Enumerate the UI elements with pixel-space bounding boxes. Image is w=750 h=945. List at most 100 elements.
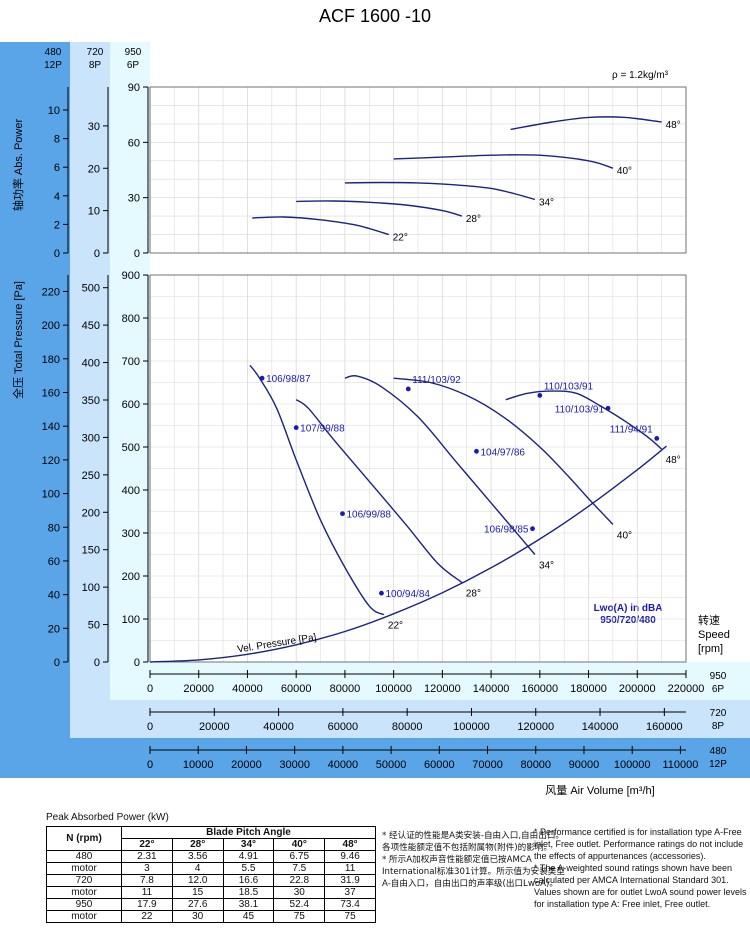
- power-tick-label: 4: [54, 191, 60, 203]
- x-tick-label: 70000: [472, 759, 503, 771]
- table-cell: 22: [121, 910, 173, 923]
- sound-point: [340, 511, 345, 517]
- table-cell: 11: [121, 886, 173, 899]
- notes-english: * Performance certified is for installat…: [534, 826, 748, 910]
- air-volume-label: 风量 Air Volume [m³/h]: [545, 784, 654, 797]
- table-angle-header: 48°: [324, 838, 376, 851]
- band-8p-bottom: [70, 700, 750, 738]
- sound-point-label: 106/99/88: [346, 510, 391, 521]
- table-row: 720 7.8 12.0 16.6 22.8 31.9: [46, 874, 376, 887]
- power-tick-label: 0: [54, 248, 60, 260]
- table-cell: 52.4: [273, 898, 326, 911]
- note-en-1: * Performance certified is for installat…: [534, 827, 744, 861]
- table-cell: 7.8: [121, 874, 173, 887]
- pressure-tick-label: 900: [122, 270, 140, 282]
- note-cn-1: * 经认证的性能是A类安装-自由入口,自由出口。各项性能额定值不包括附属物(附件…: [382, 831, 565, 853]
- lwo-label-line2: 950/720/480: [600, 615, 656, 626]
- x-tick-label: 180000: [570, 683, 607, 695]
- pressure-tick-label: 80: [48, 522, 60, 534]
- table-cell: 7.5: [273, 862, 326, 875]
- axis-poles-12p: 12P: [709, 759, 727, 770]
- table-cell: 37: [324, 886, 376, 899]
- band-12p-bottom: [0, 738, 750, 778]
- header-720-rpm: 720: [87, 47, 104, 58]
- power-curve-label: 40°: [617, 166, 632, 177]
- pressure-tick-label: 700: [122, 356, 140, 368]
- density-label: ρ = 1.2kg/m³: [612, 70, 669, 81]
- power-tick-label: 6: [54, 162, 60, 174]
- table-row-label: 950: [46, 898, 122, 911]
- power-curve-label: 48°: [666, 120, 681, 131]
- x-tick-label: 20000: [183, 683, 214, 695]
- pressure-tick-label: 0: [94, 657, 100, 669]
- x-tick-label: 100000: [453, 721, 490, 733]
- power-curve: [344, 181, 536, 201]
- x-tick-label: 80000: [330, 683, 361, 695]
- pressure-tick-label: 200: [122, 571, 140, 583]
- bottom-info: Peak Absorbed Power (kW) N (rpm) Blade P…: [46, 812, 746, 942]
- power-curve: [393, 154, 614, 169]
- band-12p: [0, 42, 70, 777]
- x-tick-label: 60000: [281, 683, 312, 695]
- band-8p: [70, 42, 110, 700]
- note-cn-2: * 所示A加权声音性能额定值已按AMCA International标准301计…: [382, 855, 565, 889]
- table-angle-header: 22°: [121, 838, 173, 851]
- power-tick-label: 30: [128, 193, 140, 205]
- x-tick-label: 0: [147, 721, 153, 733]
- pressure-tick-label: 100: [82, 582, 100, 594]
- pressure-curve-label: 34°: [539, 561, 554, 572]
- pressure-tick-label: 500: [82, 283, 100, 295]
- pressure-tick-label: 200: [42, 320, 60, 332]
- table-cell: 30: [171, 910, 224, 923]
- power-curve-label: 34°: [539, 198, 554, 209]
- power-curve-label: 28°: [466, 214, 481, 225]
- sound-point-label: 111/94/91: [610, 424, 653, 435]
- velocity-pressure-curve: [149, 445, 667, 663]
- pressure-curve: [505, 390, 663, 450]
- pressure-tick-label: 600: [122, 399, 140, 411]
- table-n-header: N (rpm): [46, 826, 122, 851]
- table-cell: 4: [171, 862, 224, 875]
- header-950-rpm: 950: [125, 47, 142, 58]
- pressure-tick-label: 400: [122, 485, 140, 497]
- x-tick-label: 80000: [392, 721, 423, 733]
- sound-point-label: 104/97/86: [480, 447, 525, 458]
- x-tick-label: 60000: [424, 759, 455, 771]
- x-tick-label: 100000: [375, 683, 412, 695]
- speed-label-unit: [rpm]: [698, 643, 723, 655]
- pressure-axis-label: 全压 Total Pressure [Pa]: [11, 281, 25, 399]
- sound-point: [605, 405, 611, 411]
- pressure-tick-label: 800: [122, 313, 140, 325]
- power-table-title: Peak Absorbed Power (kW): [46, 812, 169, 823]
- power-axis-label: 轴功率 Abs. Power: [11, 119, 25, 212]
- chart-title: ACF 1600 -10: [319, 6, 431, 26]
- pressure-tick-label: 300: [122, 528, 140, 540]
- x-tick-label: 80000: [520, 759, 551, 771]
- sound-point: [379, 590, 384, 596]
- x-tick-label: 10000: [183, 759, 214, 771]
- pressure-tick-label: 40: [48, 590, 60, 602]
- note-en-2: * The A-weighted sound ratings shown hav…: [534, 863, 747, 909]
- notes-chinese: * 经认证的性能是A类安装-自由入口,自由出口。各项性能额定值不包括附属物(附件…: [382, 830, 570, 890]
- x-tick-label: 160000: [521, 683, 558, 695]
- pressure-tick-label: 100: [42, 489, 60, 501]
- table-cell: 75: [273, 910, 326, 923]
- table-cell: 5.5: [222, 862, 275, 875]
- table-cell: 12.0: [171, 874, 224, 887]
- table-cell: 30: [273, 886, 326, 899]
- header-950-poles: 6P: [127, 60, 140, 71]
- pressure-curve: [249, 364, 385, 616]
- table-row-label: motor: [46, 886, 122, 899]
- table-cell: 6.75: [273, 850, 326, 863]
- pressure-tick-label: 150: [82, 545, 100, 557]
- table-cell: 16.6: [222, 874, 275, 887]
- pressure-curve-label: 22°: [388, 621, 403, 632]
- power-tick-label: 30: [88, 121, 100, 133]
- table-cell: 22.8: [273, 874, 326, 887]
- table-cell: 4.91: [222, 850, 275, 863]
- table-angle-header: 34°: [222, 838, 275, 851]
- pressure-tick-label: 100: [122, 614, 140, 626]
- power-plot-border: [149, 86, 687, 254]
- pressure-tick-label: 0: [134, 657, 140, 669]
- table-cell: 73.4: [324, 898, 376, 911]
